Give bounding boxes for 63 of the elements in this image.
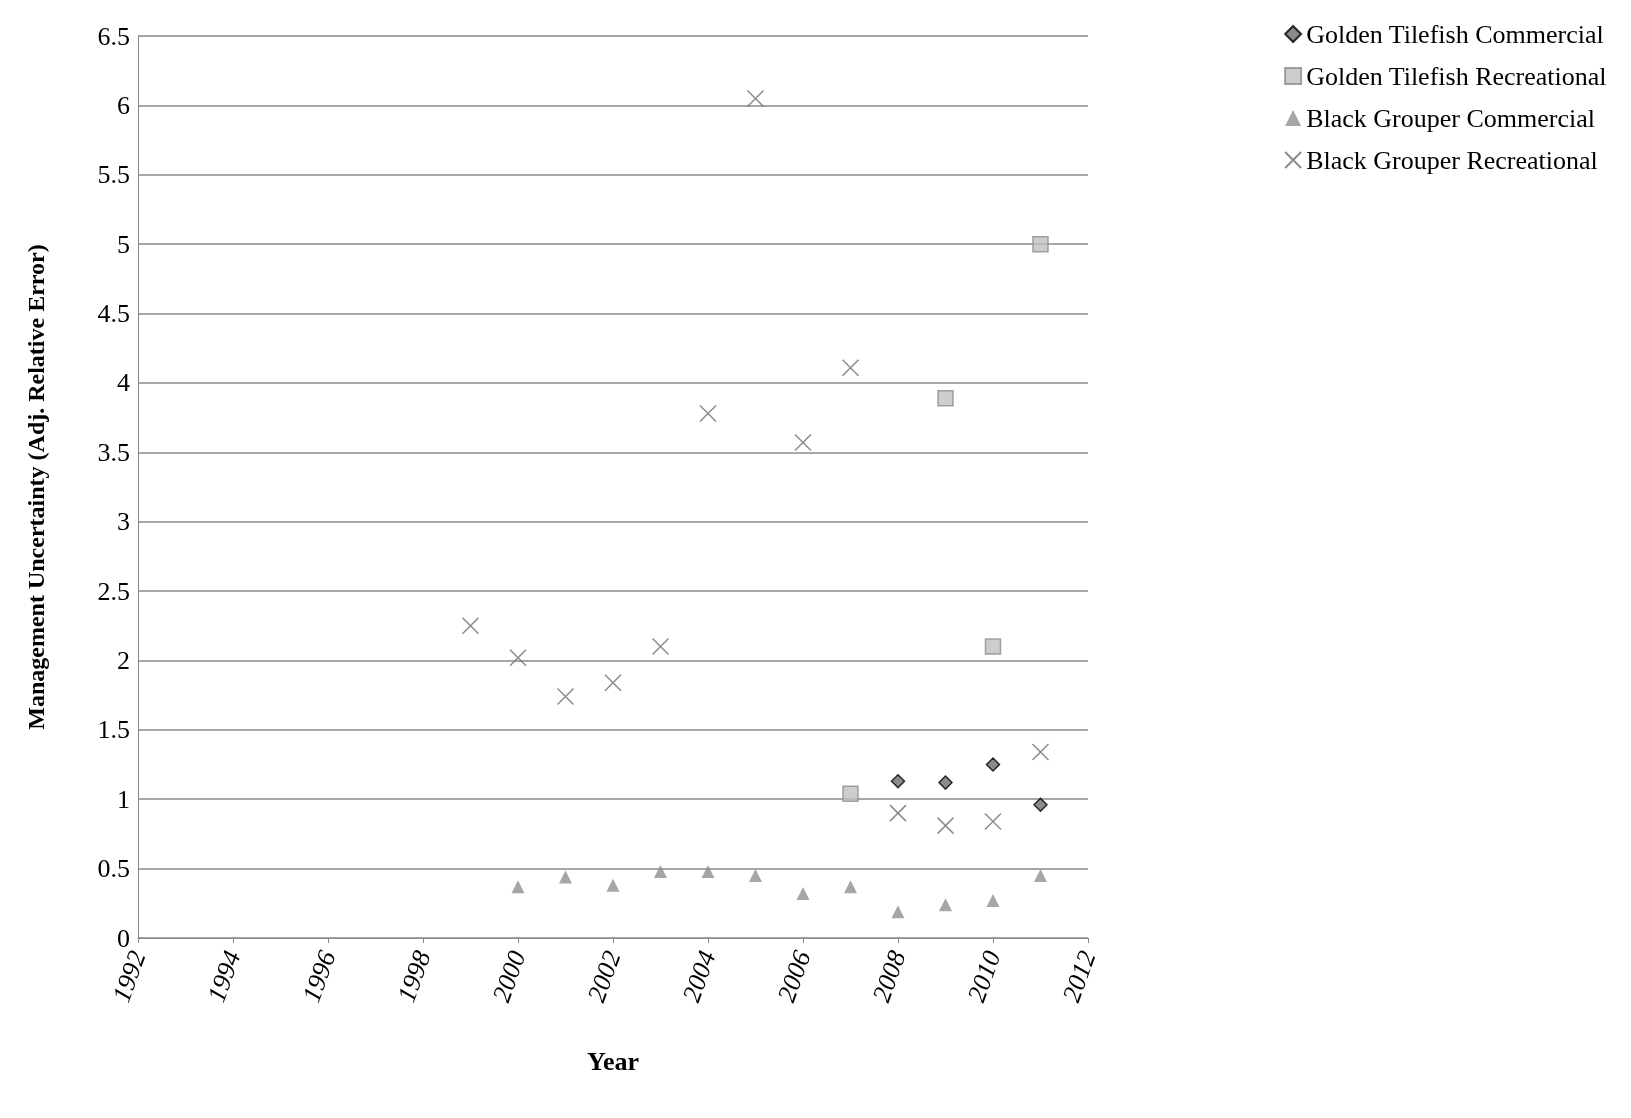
point xyxy=(606,878,620,892)
x-tick-label: 1992 xyxy=(106,947,152,1006)
point xyxy=(985,757,1001,772)
y-tick-label: 1 xyxy=(117,784,130,814)
point xyxy=(842,785,859,802)
point xyxy=(796,887,810,901)
x-tick-label: 1996 xyxy=(296,947,342,1006)
point xyxy=(461,617,480,635)
point xyxy=(890,773,906,789)
point xyxy=(509,648,527,667)
point xyxy=(794,433,812,452)
y-tick-label: 4.5 xyxy=(97,299,130,329)
x-tick-label: 2004 xyxy=(676,947,722,1006)
x-tick-label: 2002 xyxy=(581,947,627,1006)
y-tick-label: 4 xyxy=(117,368,130,398)
x-tick-label: 1998 xyxy=(391,947,437,1006)
x-tick-label: 2008 xyxy=(866,947,912,1006)
point xyxy=(651,637,670,656)
y-tick-label: 6.5 xyxy=(97,21,130,51)
legend-label: Black Grouper Commercial xyxy=(1306,103,1595,133)
point xyxy=(701,864,715,878)
x-tick-label: 2010 xyxy=(961,947,1007,1006)
point xyxy=(936,816,955,835)
x-tick-label: 2012 xyxy=(1056,947,1102,1006)
point xyxy=(891,905,905,919)
point xyxy=(984,812,1002,831)
point xyxy=(1033,797,1048,813)
y-axis-title: Management Uncertainty (Adj. Relative Error) xyxy=(23,244,49,730)
point xyxy=(746,89,765,108)
point xyxy=(699,404,717,423)
y-tick-label: 6 xyxy=(117,90,130,120)
point xyxy=(1032,235,1049,253)
point xyxy=(984,638,1002,655)
y-tick-label: 3 xyxy=(117,507,130,537)
x-tick-label: 2006 xyxy=(771,947,817,1006)
y-tick-label: 5.5 xyxy=(97,160,130,190)
point xyxy=(1034,869,1047,883)
y-tick-label: 0.5 xyxy=(97,854,130,884)
point xyxy=(556,687,575,706)
x-tick-label: 1994 xyxy=(201,947,247,1006)
y-tick-label: 2.5 xyxy=(97,576,130,606)
point xyxy=(986,894,1000,908)
point xyxy=(841,358,860,377)
point xyxy=(654,864,667,878)
point xyxy=(749,869,762,883)
y-tick-label: 3.5 xyxy=(97,437,130,467)
point xyxy=(938,775,953,790)
x-tick-label: 2000 xyxy=(486,947,532,1006)
y-tick-label: 2 xyxy=(117,645,130,675)
point xyxy=(937,389,954,407)
legend-label: Black Grouper Recreational xyxy=(1306,145,1598,175)
y-tick-label: 1.5 xyxy=(97,715,130,745)
point xyxy=(559,870,572,884)
point xyxy=(889,804,907,822)
point xyxy=(939,898,952,912)
legend-label: Golden Tilefish Recreational xyxy=(1306,61,1607,91)
point xyxy=(1031,743,1050,761)
legend-label: Golden Tilefish Commercial xyxy=(1306,19,1604,49)
point xyxy=(844,880,857,894)
x-axis-title: Year xyxy=(587,1046,639,1076)
point xyxy=(511,880,525,894)
y-tick-label: 5 xyxy=(117,229,130,259)
point xyxy=(604,673,622,692)
